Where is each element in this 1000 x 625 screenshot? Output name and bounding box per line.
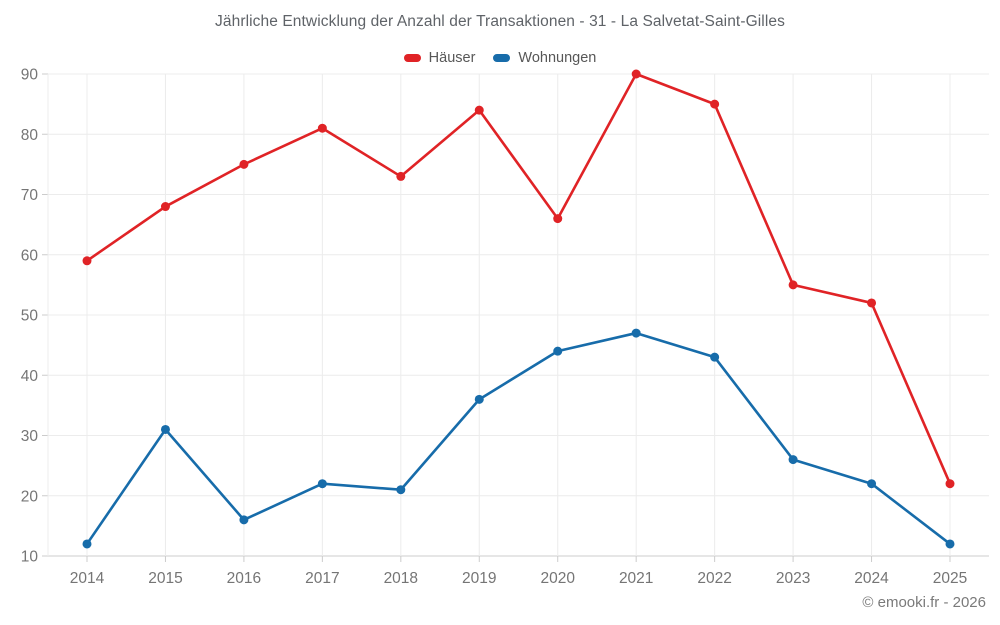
x-tick-label: 2025 [933,570,967,587]
data-point-wohnungen [710,352,720,362]
footer-credit: © emooki.fr - 2026 [862,594,986,611]
y-tick-label: 70 [21,187,39,204]
y-tick-label: 20 [21,488,39,505]
x-tick-label: 2019 [462,570,496,587]
series-line-wohnungen [85,331,952,546]
x-tick-label: 2024 [854,570,889,587]
y-tick-label: 80 [21,127,39,144]
x-tick-label: 2020 [540,570,575,587]
legend-swatch-wohnungen-icon [493,54,511,62]
y-tick-label: 60 [21,247,39,264]
data-point-häuser [788,280,798,290]
y-tick-label: 10 [21,549,39,566]
x-tick-label: 2018 [384,570,418,587]
x-tick-label: 2021 [619,570,653,587]
x-tick-label: 2016 [227,570,261,587]
y-tick-label: 50 [21,308,39,325]
data-point-häuser [82,256,92,266]
x-tick-label: 2014 [70,570,105,587]
data-point-wohnungen [867,479,877,489]
data-point-häuser [631,69,641,79]
data-point-häuser [160,202,170,212]
x-tick-label: 2015 [148,570,182,587]
data-point-wohnungen [553,346,563,356]
data-point-wohnungen [788,455,798,465]
data-point-wohnungen [396,485,406,495]
data-point-häuser [239,159,249,169]
data-point-wohnungen [82,539,92,549]
y-tick-label: 90 [21,67,39,84]
data-point-häuser [710,99,720,109]
data-point-häuser [474,105,484,115]
data-point-wohnungen [631,328,641,338]
legend-swatch-haeuser-icon [403,54,421,62]
y-tick-label: 40 [21,368,39,385]
series-line-häuser [85,72,952,486]
chart-legend: Häuser Wohnungen [0,49,1000,67]
data-point-häuser [553,214,563,224]
legend-item-wohnungen[interactable]: Wohnungen [493,50,596,66]
data-point-häuser [317,123,327,133]
data-point-häuser [945,479,955,489]
legend-item-haeuser[interactable]: Häuser [403,50,476,66]
data-point-wohnungen [317,479,327,489]
legend-label-wohnungen: Wohnungen [518,50,597,66]
data-point-wohnungen [474,394,484,404]
y-tick-label: 30 [21,428,39,445]
x-tick-label: 2017 [305,570,339,587]
chart-title: Jährliche Entwicklung der Anzahl der Tra… [215,13,785,30]
x-tick-label: 2022 [697,570,731,587]
data-point-häuser [867,298,877,308]
data-point-wohnungen [945,539,955,549]
data-point-wohnungen [239,515,249,525]
data-point-häuser [396,171,406,181]
x-tick-label: 2023 [776,570,810,587]
legend-label-haeuser: Häuser [428,50,476,66]
data-point-wohnungen [160,424,170,434]
